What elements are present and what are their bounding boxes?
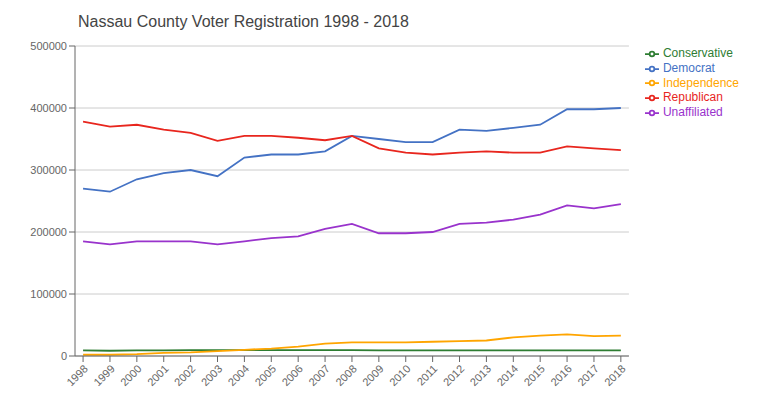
svg-text:0: 0 [61,350,67,362]
svg-text:2005: 2005 [252,362,278,388]
svg-text:2008: 2008 [333,362,359,388]
svg-text:2007: 2007 [306,362,332,388]
svg-text:2011: 2011 [414,362,439,387]
svg-text:2013: 2013 [468,362,494,388]
svg-text:2003: 2003 [199,362,225,388]
svg-text:2001: 2001 [145,362,171,388]
svg-text:500000: 500000 [30,40,67,52]
svg-text:2006: 2006 [279,362,305,388]
svg-text:2014: 2014 [494,362,520,388]
svg-text:1999: 1999 [91,362,117,388]
svg-text:2015: 2015 [521,362,547,388]
svg-text:2004: 2004 [226,362,252,388]
svg-text:2010: 2010 [387,362,413,388]
svg-text:2002: 2002 [172,362,198,388]
svg-text:2017: 2017 [575,362,601,388]
svg-text:2018: 2018 [602,362,628,388]
svg-text:2000: 2000 [118,362,144,388]
svg-text:300000: 300000 [30,164,67,176]
html-text:Republican: Republican [662,90,723,105]
html-text:Independence: Independence [662,75,739,90]
svg-text:200000: 200000 [30,226,67,238]
svg-text:400000: 400000 [30,102,67,114]
svg-text:100000: 100000 [30,288,67,300]
svg-text:2016: 2016 [548,362,574,388]
svg-text:1998: 1998 [64,362,90,388]
html-text:Unaffiliated: Unaffiliated [662,105,723,120]
svg-text:2012: 2012 [441,362,467,388]
html-text:Nassau County Voter Registrati: Nassau County Voter Registration 1998 - … [78,13,409,30]
svg-text:2009: 2009 [360,362,386,388]
html-text:Conservative: Conservative [662,46,733,60]
html-text:Democrat: Democrat [662,60,715,75]
